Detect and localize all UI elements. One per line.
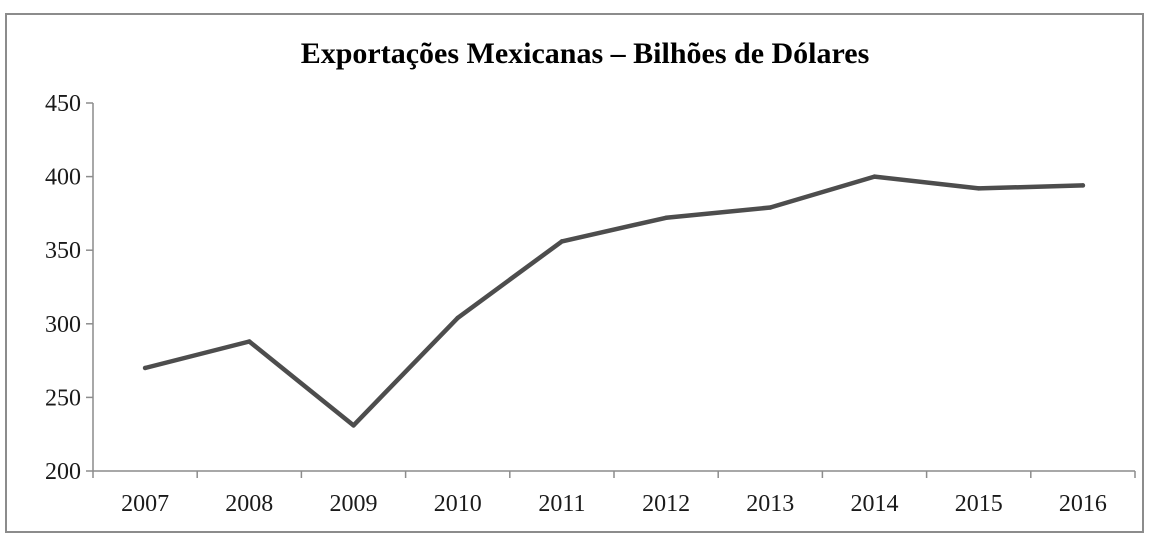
data-point <box>142 365 148 371</box>
y-tick-label: 250 <box>45 385 81 411</box>
data-point <box>247 339 252 344</box>
x-tick-label: 2015 <box>955 491 1003 517</box>
data-point <box>872 174 877 179</box>
x-axis: 2007 2008 2009 2010 2011 2012 2013 2014 2015 2016 <box>92 470 1136 517</box>
data-point <box>455 315 460 321</box>
x-tick-label: 2011 <box>538 491 585 517</box>
series-group <box>142 174 1086 428</box>
data-point <box>663 215 669 221</box>
y-axis: 200 250 300 350 400 450 <box>45 91 94 485</box>
data-point <box>976 186 981 191</box>
data-point <box>559 239 565 244</box>
chart-title: Exportações Mexicanas – Bilhões de Dólar… <box>301 37 870 70</box>
y-tick-label: 200 <box>45 459 81 485</box>
x-tick-label: 2009 <box>330 491 378 517</box>
data-point <box>768 205 773 210</box>
chart-frame <box>5 13 1144 533</box>
x-tick-label: 2010 <box>434 491 482 517</box>
data-point <box>1080 183 1086 188</box>
x-tick-label: 2012 <box>642 491 690 517</box>
y-tick-label: 350 <box>45 238 81 264</box>
y-tick-label: 400 <box>45 165 81 191</box>
x-tick-label: 2013 <box>746 491 794 517</box>
x-tick-label: 2016 <box>1059 491 1107 517</box>
x-tick-label: 2007 <box>121 491 169 517</box>
series-line <box>142 174 1086 428</box>
y-tick-label: 300 <box>45 312 81 338</box>
x-tick-label: 2008 <box>225 491 273 517</box>
x-tick-label: 2014 <box>851 491 899 517</box>
data-point <box>351 423 356 428</box>
y-tick-label: 450 <box>45 91 81 117</box>
